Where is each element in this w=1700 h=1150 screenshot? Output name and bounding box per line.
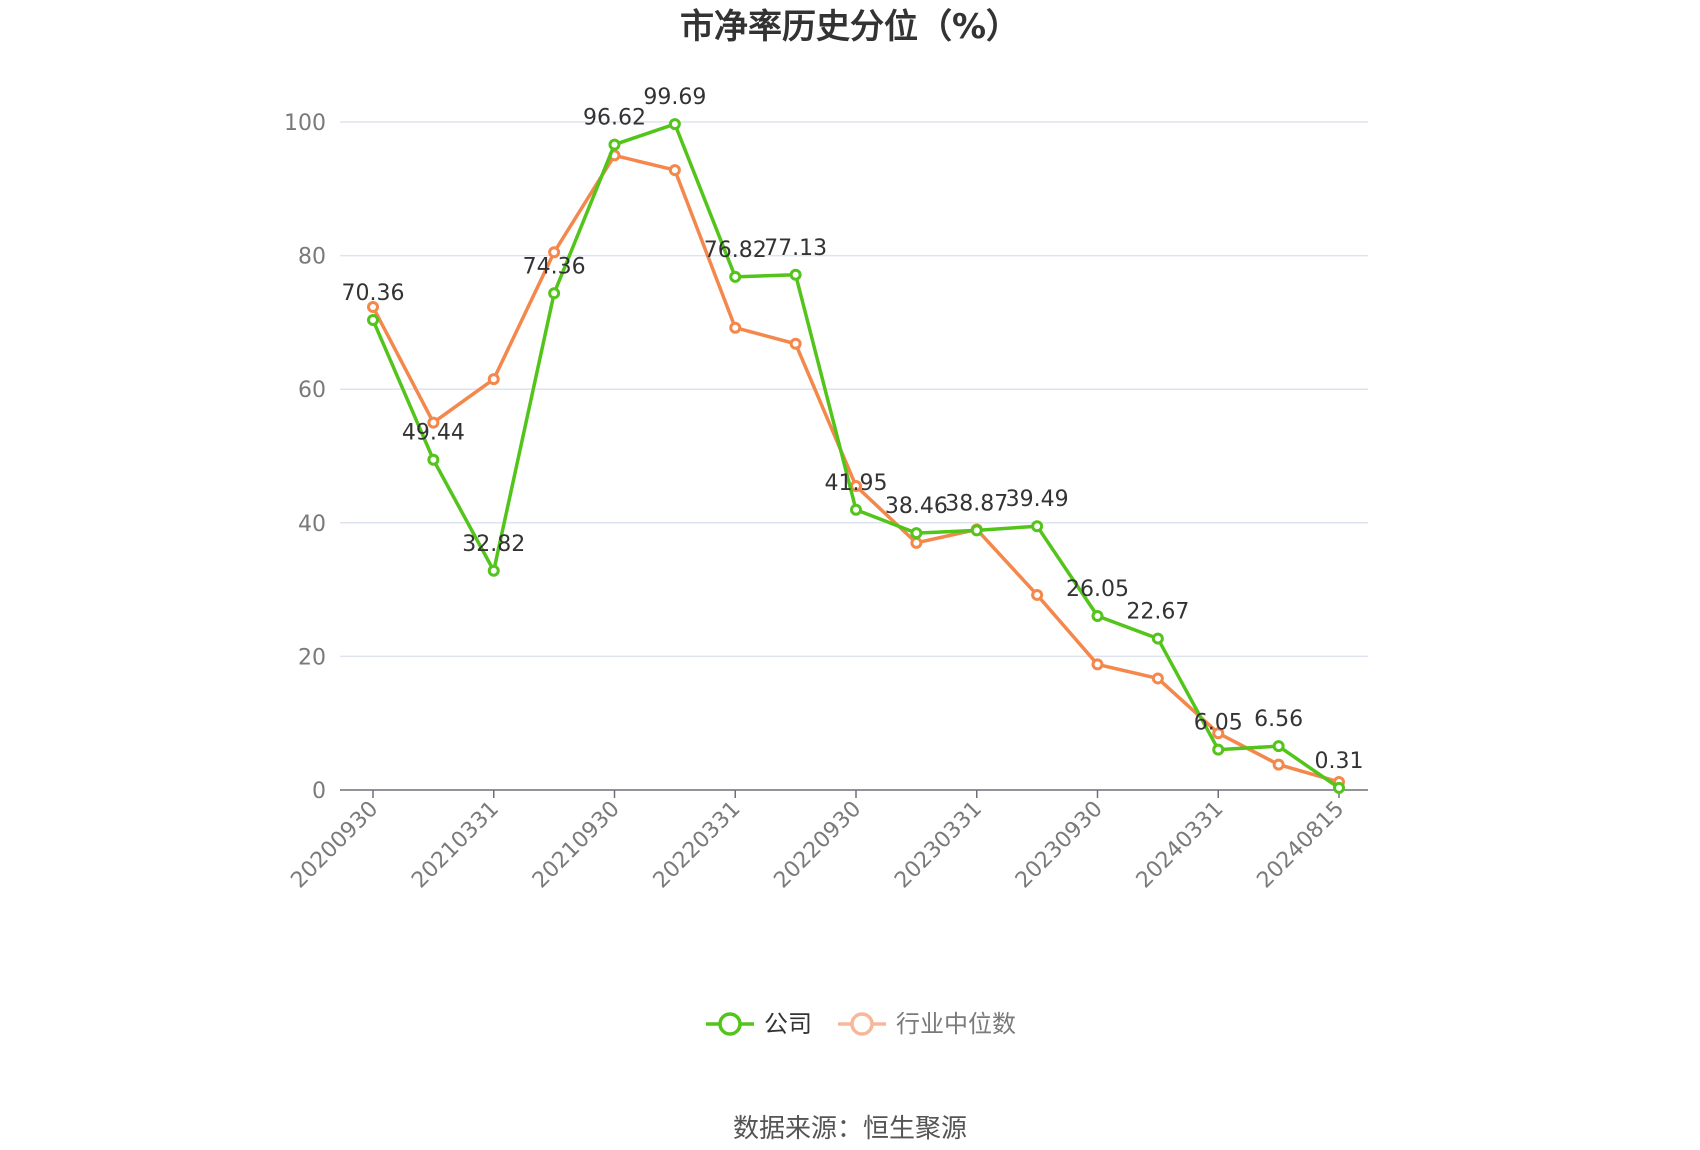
legend-marker: [718, 1012, 742, 1036]
data-point[interactable]: [970, 524, 983, 537]
x-tick-label: 20230930: [1011, 797, 1108, 894]
series-layer: [367, 118, 1345, 794]
data-label: 6.05: [1194, 711, 1243, 736]
y-tick-label: 60: [298, 378, 326, 403]
data-point[interactable]: [910, 536, 923, 549]
data-point[interactable]: [548, 246, 561, 259]
legend-item-1[interactable]: 行业中位数: [838, 1010, 1016, 1038]
y-axis-ticks: 0 20 40 60 80 100: [284, 111, 326, 804]
data-point[interactable]: [1333, 781, 1345, 794]
data-point[interactable]: [668, 164, 681, 177]
data-label: 74.36: [523, 254, 586, 279]
data-label: 49.44: [402, 421, 465, 446]
legend-label: 行业中位数: [896, 1010, 1016, 1038]
data-label: 76.82: [704, 238, 767, 263]
legend-marker: [850, 1012, 874, 1036]
data-label: 70.36: [342, 281, 405, 306]
data-point[interactable]: [487, 564, 500, 577]
data-label: 39.49: [1006, 487, 1069, 512]
data-point[interactable]: [1151, 672, 1164, 685]
data-point[interactable]: [850, 503, 862, 516]
data-source: 数据来源：恒生聚源: [733, 1114, 967, 1144]
x-tick-label: 20210331: [407, 797, 504, 894]
data-point[interactable]: [608, 138, 621, 151]
data-label: 32.82: [462, 532, 525, 557]
data-label: 99.69: [643, 85, 706, 110]
x-tick-label: 20230331: [890, 797, 987, 894]
x-tick-label: 20210930: [528, 797, 625, 894]
legend-label: 公司: [764, 1010, 812, 1038]
data-point[interactable]: [1212, 727, 1225, 740]
data-label: 77.13: [764, 236, 827, 261]
data-point[interactable]: [789, 337, 802, 350]
y-tick-label: 100: [284, 111, 326, 136]
series-line-0: [371, 122, 1340, 790]
y-tick-label: 0: [312, 779, 326, 804]
data-label: 26.05: [1066, 577, 1129, 602]
data-point[interactable]: [367, 301, 379, 314]
data-label: 96.62: [583, 106, 646, 131]
x-tick-label: 20240331: [1132, 797, 1229, 894]
data-point[interactable]: [487, 373, 500, 386]
x-tick-label: 20220930: [769, 797, 866, 894]
data-point[interactable]: [427, 416, 440, 429]
data-point[interactable]: [1031, 588, 1044, 601]
data-point[interactable]: [1151, 632, 1164, 645]
grid-lines: [340, 121, 1368, 658]
chart-title: 市净率历史分位（%）: [680, 7, 1020, 47]
data-label: 0.31: [1315, 749, 1364, 774]
x-axis: 20200930 20210331 20210930 20220331 20220930…: [286, 789, 1368, 894]
legend[interactable]: 公司 行业中位数: [706, 1010, 1016, 1038]
data-point[interactable]: [729, 270, 742, 283]
data-point[interactable]: [1212, 743, 1225, 756]
y-tick-label: 20: [298, 645, 326, 670]
data-label: 41.95: [825, 471, 888, 496]
data-label: 22.67: [1126, 600, 1189, 625]
data-label: 38.87: [945, 491, 1008, 516]
x-tick-label: 20240815: [1252, 797, 1349, 894]
data-point[interactable]: [1091, 658, 1104, 671]
data-point[interactable]: [910, 527, 923, 540]
data-point[interactable]: [1272, 740, 1285, 753]
data-point[interactable]: [729, 321, 742, 334]
data-point[interactable]: [427, 453, 440, 466]
data-label: 6.56: [1254, 707, 1303, 732]
data-label: 38.46: [885, 494, 948, 519]
data-point[interactable]: [1272, 758, 1285, 771]
x-tick-label: 20200930: [286, 797, 383, 894]
data-point[interactable]: [1091, 609, 1104, 622]
x-tick-label: 20220331: [649, 797, 746, 894]
y-tick-label: 40: [298, 512, 326, 537]
data-point[interactable]: [789, 268, 802, 281]
y-tick-label: 80: [298, 245, 326, 270]
data-point[interactable]: [367, 313, 379, 326]
data-point[interactable]: [668, 118, 681, 131]
legend-item-0[interactable]: 公司: [706, 1010, 812, 1038]
series-line-1: [371, 153, 1340, 784]
data-point[interactable]: [548, 287, 561, 300]
data-point[interactable]: [1031, 520, 1044, 533]
